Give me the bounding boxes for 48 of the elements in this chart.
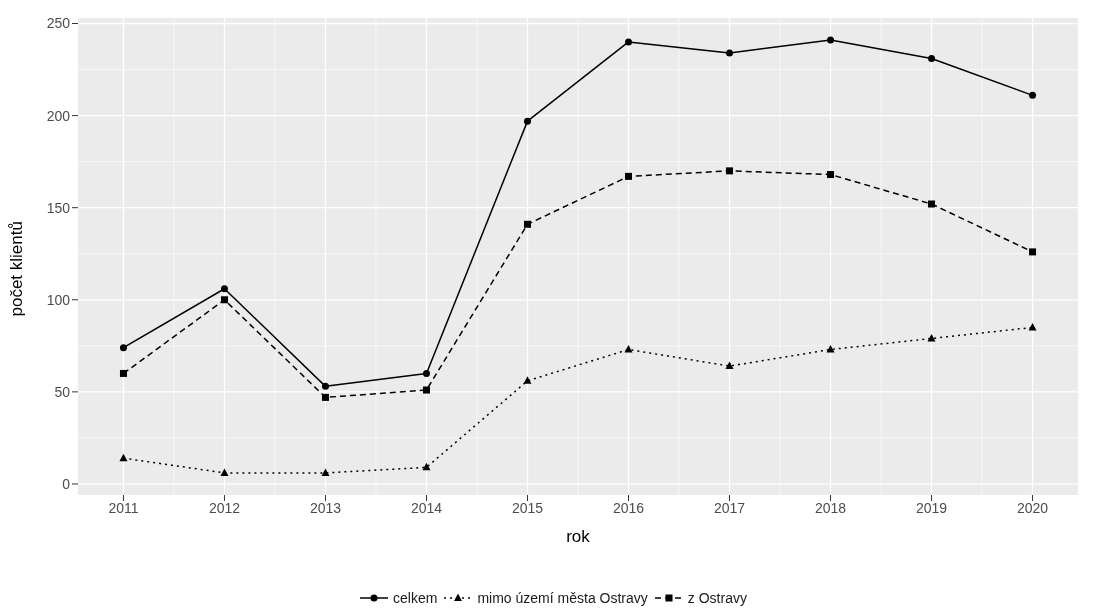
point: [928, 200, 936, 208]
x-tick-label: 2019: [915, 499, 948, 516]
point: [624, 345, 633, 353]
legend-label: mimo území města Ostravy: [477, 590, 648, 606]
point: [523, 376, 532, 384]
point: [625, 38, 633, 46]
point: [422, 369, 430, 377]
point: [726, 167, 734, 175]
legend-label: z Ostravy: [687, 590, 747, 606]
point: [1029, 91, 1037, 99]
y-tick-label: 150: [46, 199, 71, 216]
y-tick-label: 250: [46, 15, 71, 32]
legend-label: celkem: [393, 590, 438, 606]
point: [220, 296, 228, 304]
point: [321, 393, 329, 401]
y-tick-label: 200: [46, 107, 71, 124]
y-tick-label: 50: [54, 383, 71, 400]
x-tick-label: 2013: [309, 499, 342, 516]
point: [725, 361, 734, 370]
x-axis-title: rok: [566, 527, 591, 546]
x-tick-label: 2020: [1016, 499, 1049, 516]
point: [726, 49, 734, 57]
point: [321, 382, 329, 390]
x-tick-label: 2011: [108, 499, 139, 516]
point: [928, 55, 936, 63]
point: [524, 117, 531, 125]
point: [827, 171, 835, 179]
point: [119, 453, 128, 462]
x-tick-label: 2018: [814, 499, 847, 516]
point: [422, 386, 430, 394]
x-tick-label: 2016: [612, 499, 645, 516]
point: [524, 220, 531, 228]
x-tick-label: 2014: [410, 499, 443, 516]
y-tick-label: 0: [62, 475, 71, 492]
point: [827, 36, 835, 44]
y-tick-label: 100: [46, 291, 71, 308]
point: [119, 344, 127, 352]
x-tick-label: 2017: [713, 499, 746, 516]
point: [119, 369, 127, 377]
point: [625, 172, 633, 180]
point: [1029, 248, 1037, 256]
point: [321, 468, 330, 476]
x-tick-label: 2012: [208, 499, 241, 516]
x-tick-label: 2015: [511, 499, 544, 516]
y-axis-title: počet klientů: [7, 221, 27, 317]
point: [220, 285, 228, 293]
point: [220, 468, 229, 476]
point: [826, 345, 835, 353]
